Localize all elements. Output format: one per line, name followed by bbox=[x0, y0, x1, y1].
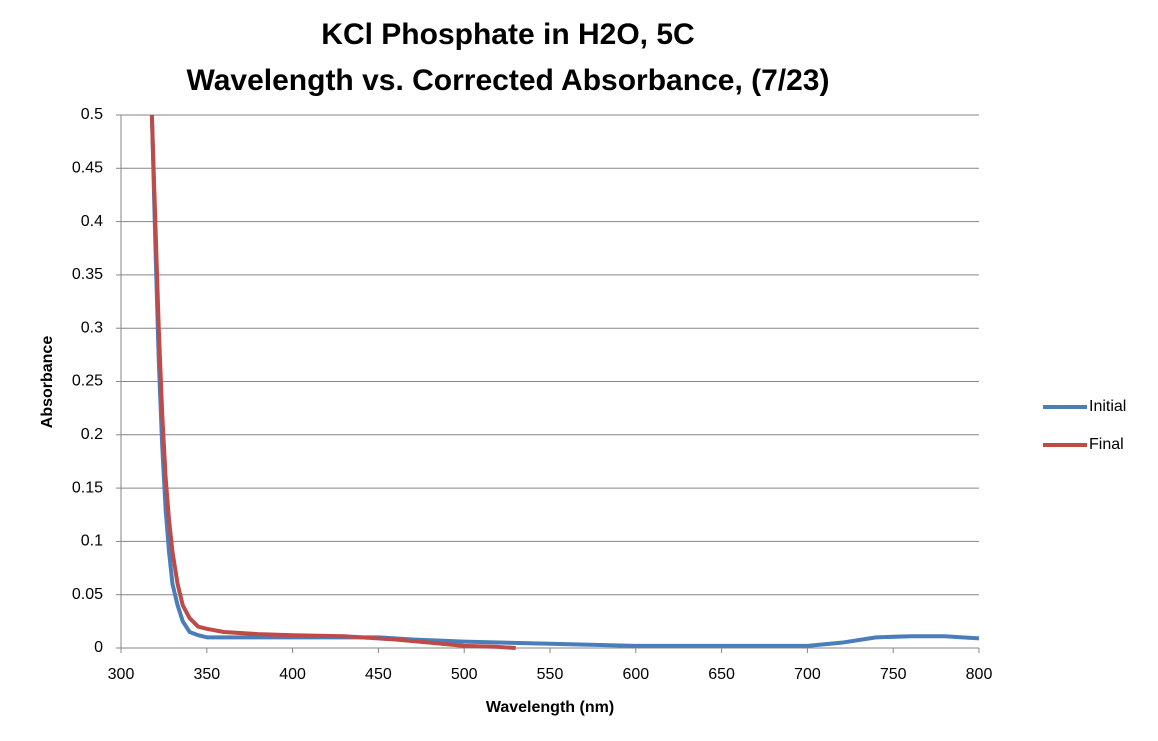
y-tick-label: 0.3 bbox=[81, 319, 103, 336]
x-tick-label: 300 bbox=[108, 666, 135, 683]
x-tick-label: 350 bbox=[193, 666, 220, 683]
y-tick-label: 0.5 bbox=[81, 106, 103, 123]
chart-subtitle: Wavelength vs. Corrected Absorbance, (7/… bbox=[187, 64, 830, 97]
y-tick-label: 0 bbox=[94, 639, 103, 656]
y-tick-label: 0.4 bbox=[81, 213, 103, 230]
x-tick-label: 600 bbox=[622, 666, 649, 683]
x-tick-label: 750 bbox=[880, 666, 907, 683]
y-tick-label: 0.15 bbox=[72, 479, 103, 496]
legend-label: Final bbox=[1089, 436, 1124, 453]
x-axis-title: Wavelength (nm) bbox=[486, 699, 614, 716]
y-tick-label: 0.1 bbox=[81, 533, 103, 550]
x-tick-label: 450 bbox=[365, 666, 392, 683]
x-tick-label: 500 bbox=[451, 666, 478, 683]
data-line bbox=[149, 114, 980, 648]
x-tick-label: 800 bbox=[966, 666, 993, 683]
x-tick-label: 650 bbox=[708, 666, 735, 683]
y-tick-label: 0.35 bbox=[72, 266, 103, 283]
y-tick-label: 0.25 bbox=[72, 373, 103, 390]
x-tick-label: 700 bbox=[794, 666, 821, 683]
chart-title: KCl Phosphate in H2O, 5C bbox=[321, 18, 694, 51]
x-tick-label: 550 bbox=[537, 666, 564, 683]
y-tick-label: 0.05 bbox=[72, 586, 103, 603]
y-tick-label: 0.2 bbox=[81, 426, 103, 443]
y-tick-label: 0.45 bbox=[72, 160, 103, 177]
x-tick-label: 400 bbox=[279, 666, 306, 683]
y-axis-title: Absorbance bbox=[39, 336, 56, 429]
legend-label: Initial bbox=[1089, 398, 1126, 415]
data-line bbox=[149, 114, 516, 650]
